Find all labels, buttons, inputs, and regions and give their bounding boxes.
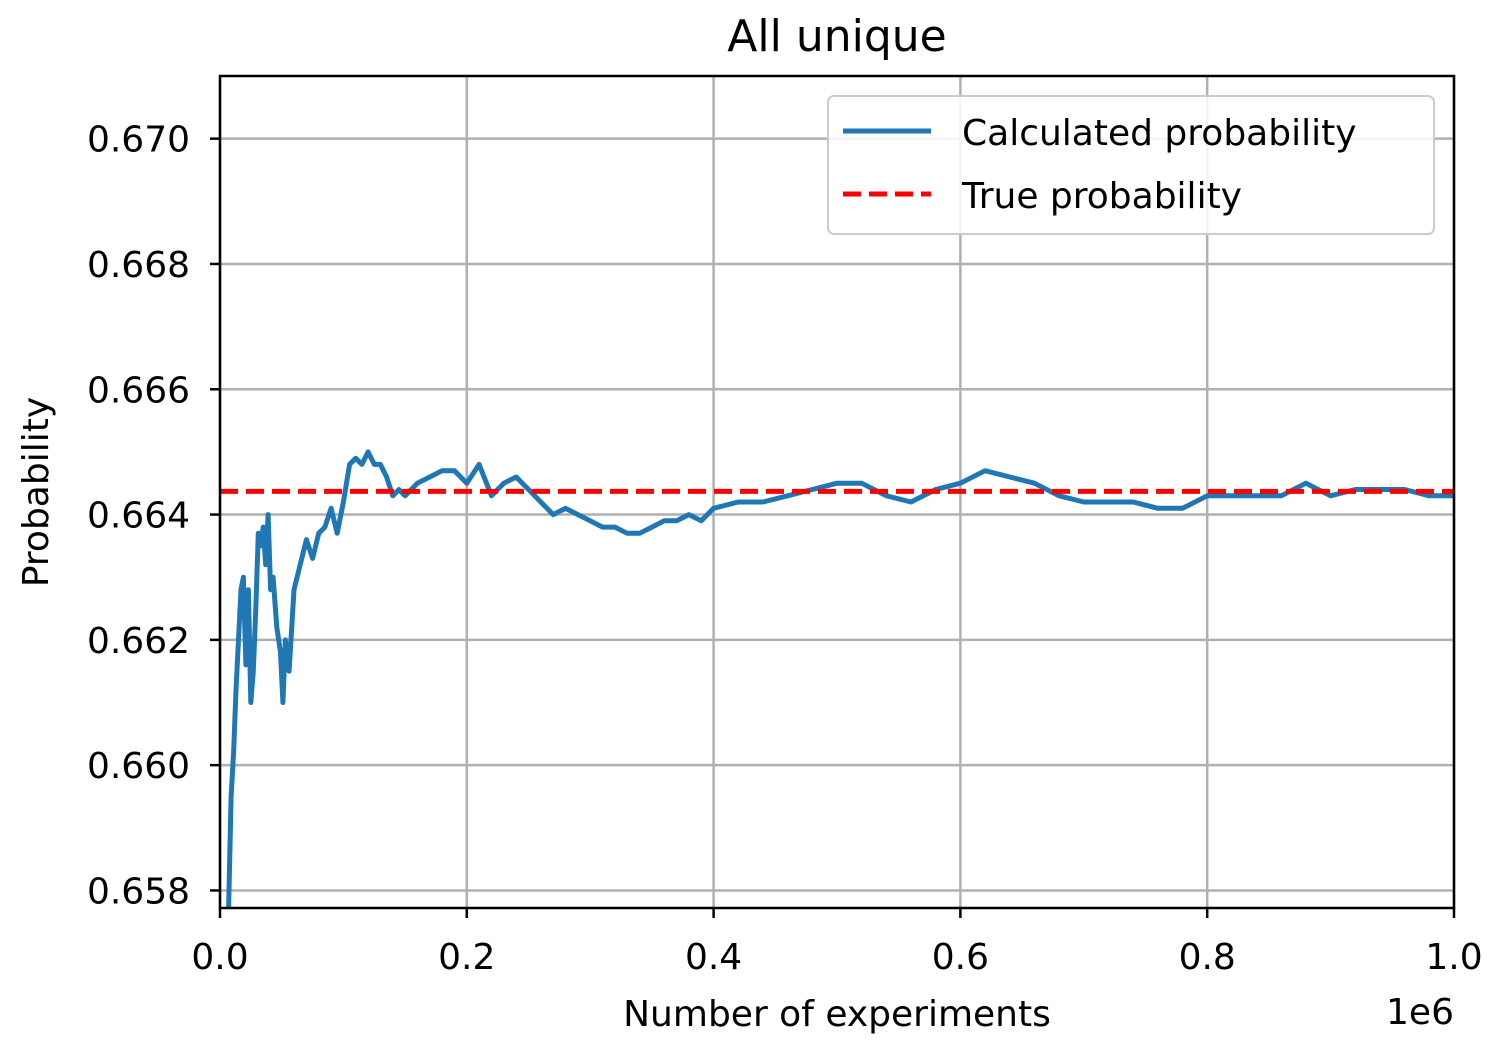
x-tick-label: 0.0 <box>191 937 248 978</box>
y-tick-label: 0.662 <box>87 621 190 662</box>
legend: Calculated probability True probability <box>827 95 1435 235</box>
x-axis-offset-label: 1e6 <box>1386 992 1454 1033</box>
x-axis-ticks: 0.0 0.2 0.4 0.6 0.8 1.0 <box>191 908 1483 978</box>
legend-label-calculated: Calculated probability <box>962 113 1357 154</box>
x-tick-label: 0.8 <box>1179 937 1236 978</box>
y-tick-label: 0.658 <box>87 871 190 912</box>
y-axis-label: Probability <box>16 397 57 587</box>
axes-frame <box>218 74 1456 910</box>
x-tick-label: 0.2 <box>438 937 495 978</box>
y-tick-label: 0.664 <box>87 496 190 537</box>
y-tick-label: 0.668 <box>87 245 190 286</box>
chart-title: All unique <box>727 11 946 62</box>
x-axis-label: Number of experiments <box>623 994 1051 1035</box>
x-tick-label: 0.6 <box>932 937 989 978</box>
plot-area <box>220 449 1454 908</box>
y-tick-label: 0.670 <box>87 120 190 161</box>
x-tick-label: 0.4 <box>685 937 742 978</box>
y-tick-label: 0.660 <box>87 746 190 787</box>
y-tick-label: 0.666 <box>87 370 190 411</box>
series-line-calculated-probability <box>226 449 1454 908</box>
y-axis-ticks: 0.658 0.660 0.662 0.664 0.666 0.668 0.670 <box>87 120 220 912</box>
x-tick-label: 1.0 <box>1425 937 1482 978</box>
legend-label-true: True probability <box>961 176 1242 217</box>
legend-box <box>827 95 1435 235</box>
